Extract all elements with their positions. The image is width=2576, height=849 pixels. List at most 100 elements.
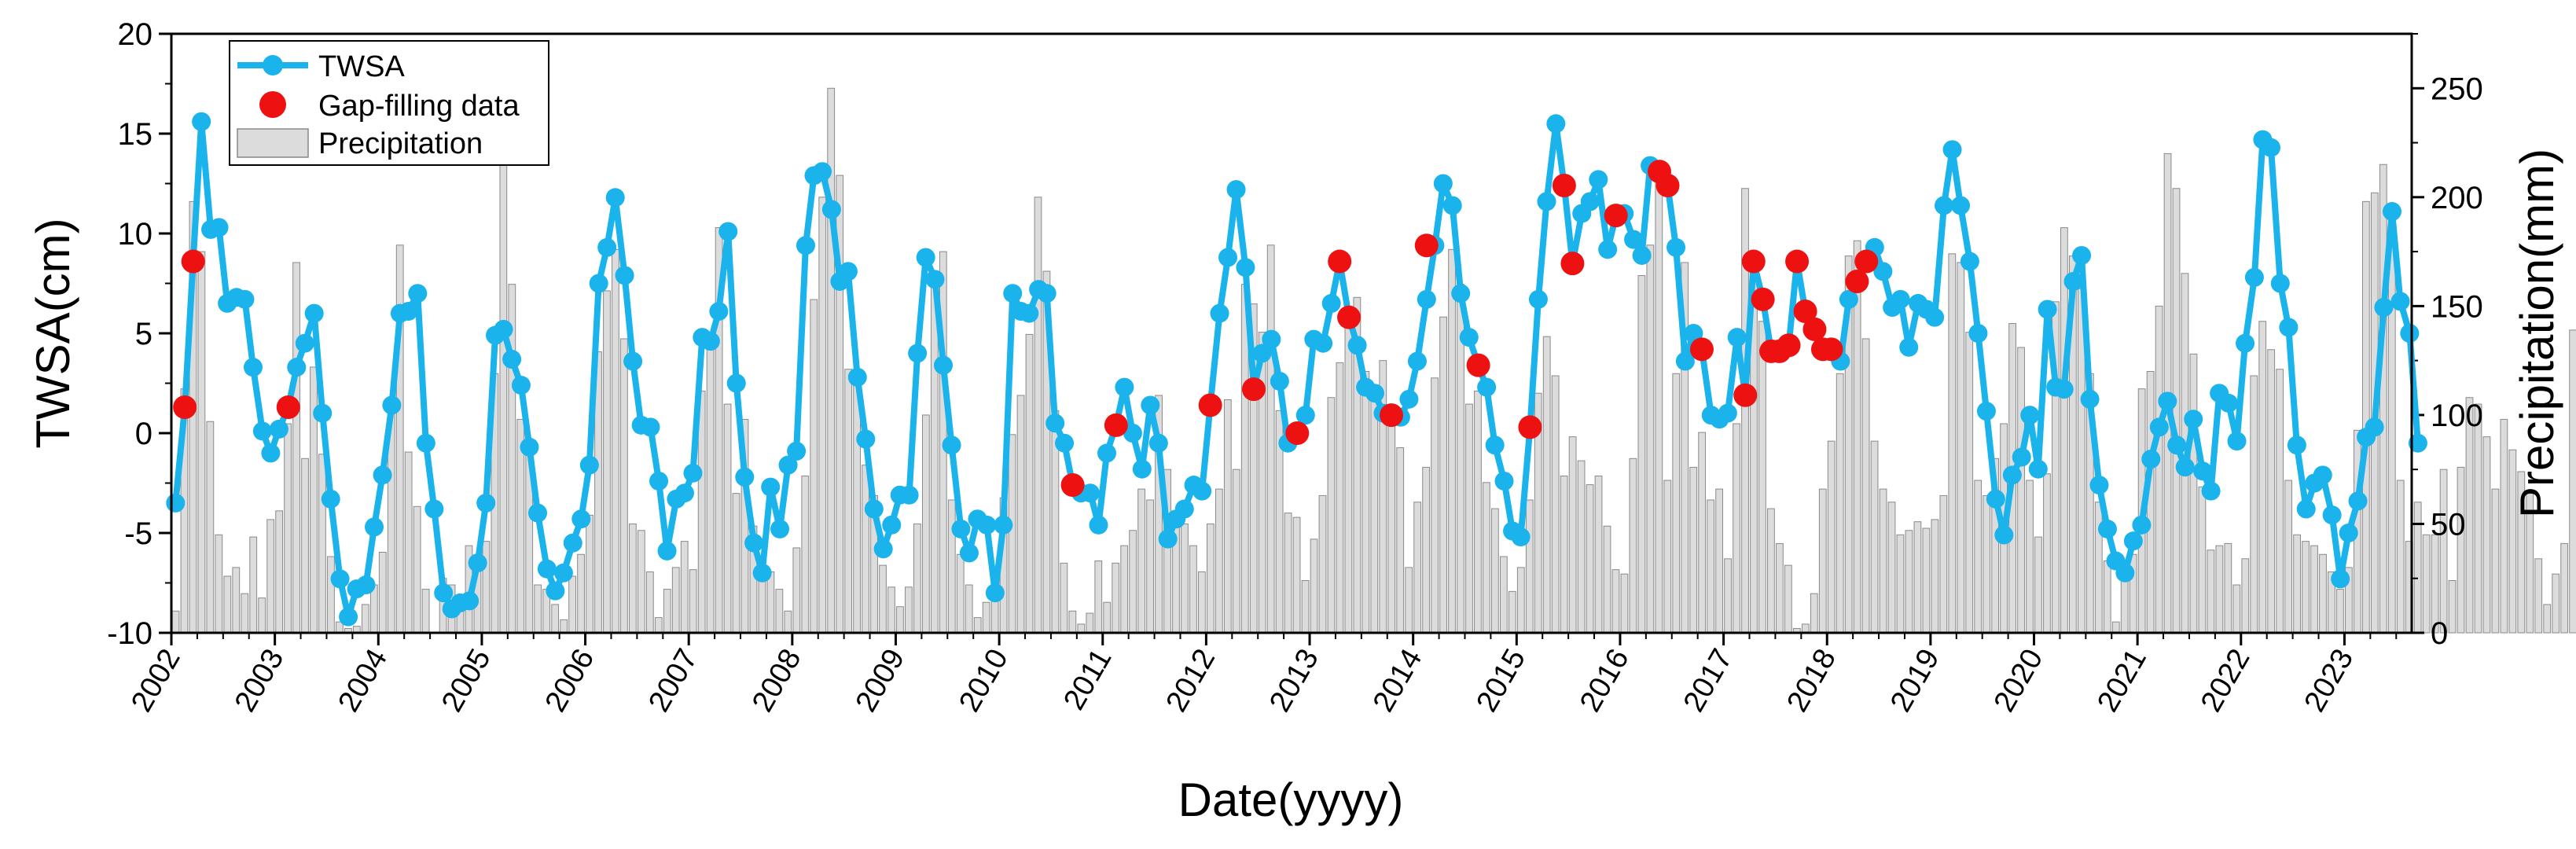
- twsa-point: [744, 533, 764, 553]
- twsa-point: [2063, 271, 2083, 291]
- precipitation-bar: [792, 547, 801, 634]
- twsa-point: [269, 419, 288, 439]
- twsa-point: [985, 583, 1005, 603]
- twsa-point: [2331, 569, 2350, 589]
- precipitation-bar: [1016, 395, 1025, 634]
- legend-twsa-marker: [263, 55, 283, 75]
- precipitation-bar: [1629, 458, 1637, 634]
- twsa-point: [382, 395, 402, 415]
- precipitation-bar: [921, 414, 930, 634]
- precipitation-bar: [241, 593, 249, 634]
- precipitation-bar: [1215, 488, 1223, 634]
- y-axis-right-label: Precipitation(mm): [2511, 149, 2563, 518]
- precipitation-bar: [1034, 197, 1042, 634]
- precipitation-bar: [1422, 466, 1431, 634]
- twsa-point: [2236, 333, 2255, 353]
- precipitation-bar: [1327, 397, 1336, 634]
- twsa-point: [553, 563, 573, 583]
- precipitation-bar: [2258, 321, 2267, 634]
- precipitation-bar: [1689, 466, 1698, 634]
- precipitation-bar: [577, 553, 585, 634]
- twsa-point: [709, 302, 729, 322]
- twsa-point: [494, 319, 513, 339]
- precipitation-bar: [645, 571, 654, 634]
- twsa-point: [847, 367, 867, 387]
- twsa-point: [2080, 389, 2100, 409]
- precipitation-bar: [1499, 556, 1508, 634]
- precipitation-bar: [1068, 610, 1077, 634]
- y-left-tick-label: 15: [118, 117, 153, 152]
- twsa-point: [356, 575, 376, 595]
- twsa-point: [1624, 230, 1644, 249]
- precipitation-bar: [671, 567, 680, 634]
- gap-filling-point: [181, 249, 205, 274]
- twsa-point: [1951, 196, 1971, 215]
- twsa-point: [1839, 289, 1858, 309]
- precipitation-bar: [1879, 488, 1887, 634]
- twsa-point: [2028, 459, 2048, 479]
- twsa-point: [1960, 252, 1979, 271]
- gap-filling-point: [1845, 269, 1869, 293]
- twsa-point: [2322, 505, 2342, 525]
- precipitation-bar: [1870, 440, 1879, 634]
- twsa-point: [2339, 524, 2358, 542]
- twsa-point: [1727, 328, 1747, 347]
- precipitation-bar: [215, 534, 223, 634]
- twsa-point: [2149, 417, 2169, 437]
- twsa-point: [951, 519, 971, 538]
- gap-filling-point: [276, 395, 300, 419]
- y-left-tick-label: -10: [107, 616, 153, 651]
- precipitation-bar: [2198, 486, 2207, 634]
- precipitation-bar: [2448, 579, 2457, 634]
- precipitation-bar: [2431, 534, 2439, 634]
- precipitation-bar: [1181, 523, 1189, 634]
- precipitation-bar: [1905, 530, 1913, 634]
- twsa-point: [925, 270, 945, 289]
- twsa-point: [1174, 499, 1194, 519]
- precipitation-bar: [1542, 336, 1551, 634]
- twsa-point: [778, 455, 798, 475]
- twsa-point: [2244, 267, 2264, 287]
- twsa-point: [2374, 297, 2394, 317]
- precipitation-bar: [1672, 373, 1681, 634]
- twsa-point: [1537, 192, 1556, 211]
- precipitation-bar: [171, 610, 180, 634]
- precipitation-bar: [499, 135, 508, 634]
- twsa-point: [761, 477, 781, 497]
- twsa-point: [2089, 476, 2109, 495]
- twsa-point: [2097, 519, 2117, 538]
- twsa-point: [1236, 258, 1255, 277]
- twsa-point: [1141, 395, 1160, 415]
- precipitation-bar: [2224, 542, 2232, 634]
- precipitation-bar: [1112, 562, 1120, 634]
- twsa-point: [1262, 329, 1281, 349]
- twsa-point: [2390, 292, 2410, 311]
- precipitation-bar: [361, 604, 369, 634]
- twsa-point: [994, 515, 1013, 535]
- precipitation-bar: [689, 569, 697, 634]
- twsa-point: [2227, 432, 2247, 451]
- precipitation-bar: [1474, 390, 1482, 634]
- y-right-tick-label: 150: [2431, 289, 2483, 324]
- precipitation-bar: [1818, 488, 1827, 634]
- gap-filling-point: [1560, 252, 1585, 276]
- precipitation-bar: [2500, 418, 2508, 634]
- precipitation-bar: [1827, 440, 1836, 634]
- precipitation-bar: [629, 523, 637, 634]
- precipitation-bar: [2457, 466, 2465, 634]
- twsa-point: [1994, 525, 2014, 545]
- gap-filling-point: [1793, 300, 1817, 324]
- gap-filling-point: [1337, 305, 1361, 329]
- twsa-point: [511, 376, 531, 395]
- twsa-point: [1986, 489, 2005, 509]
- precipitation-bar: [1577, 460, 1586, 634]
- twsa-point: [1899, 337, 1919, 357]
- y-right-tick-label: 250: [2431, 72, 2483, 106]
- twsa-point: [1675, 351, 1695, 371]
- twsa-point: [916, 248, 935, 267]
- precipitation-bar: [1284, 513, 1292, 634]
- precipitation-bar: [801, 475, 810, 634]
- gap-filling-point: [1733, 383, 1758, 407]
- precipitation-bar: [1103, 601, 1112, 634]
- precipitation-bar: [1516, 567, 1525, 634]
